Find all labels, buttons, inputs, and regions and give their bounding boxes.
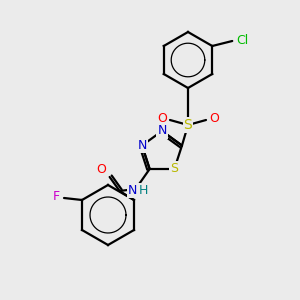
- Text: Cl: Cl: [236, 34, 248, 46]
- Text: N: N: [137, 139, 147, 152]
- Text: H: H: [139, 184, 148, 197]
- Text: O: O: [157, 112, 167, 124]
- Text: N: N: [128, 184, 137, 197]
- Text: O: O: [209, 112, 219, 124]
- Text: S: S: [184, 118, 192, 132]
- Text: F: F: [52, 190, 60, 203]
- Text: N: N: [157, 124, 167, 137]
- Text: S: S: [170, 163, 178, 176]
- Text: O: O: [97, 164, 106, 176]
